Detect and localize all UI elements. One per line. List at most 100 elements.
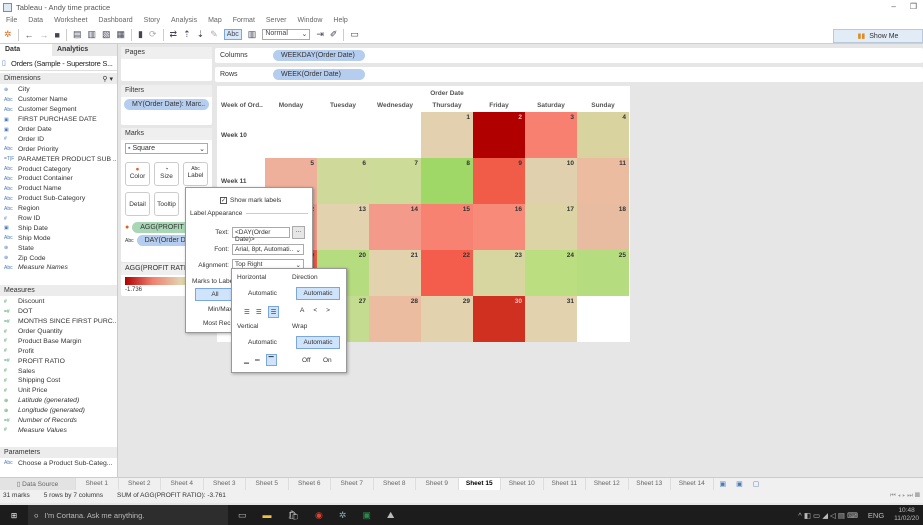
sheet-tab[interactable]: Sheet 5 <box>246 478 289 490</box>
text-field[interactable]: <DAY(Order Date)> <box>232 227 290 243</box>
wrap-on[interactable]: On <box>323 357 332 364</box>
direction-automatic[interactable]: Automatic <box>296 287 340 300</box>
excel-icon[interactable]: ▣ <box>362 509 371 520</box>
menu-story[interactable]: Story <box>143 16 161 24</box>
tray-icons[interactable]: ^ ◧ ▭ ◢ ◁ ▤ ⌨ <box>798 510 858 520</box>
chrome-icon[interactable]: ◉ <box>314 509 323 520</box>
new-datasource-icon[interactable]: ▤ <box>72 29 82 39</box>
sheet-tab[interactable]: Sheet 11 <box>544 478 586 490</box>
fix-axes-icon[interactable]: ▥ <box>247 29 257 39</box>
field-item[interactable]: # Product Base Margin <box>0 336 117 346</box>
field-item[interactable]: # Order ID <box>0 134 117 144</box>
calendar-day-cell[interactable]: 7 <box>369 158 421 204</box>
field-item[interactable]: ⊕ Zip Code <box>0 253 117 263</box>
cortana-search[interactable]: ○ I'm Cortana. Ask me anything. <box>28 505 228 525</box>
align-left-icon[interactable]: ☰ <box>244 309 250 316</box>
tab-nav-icons[interactable]: ⏮ ◂ ▸ ⏭ ▦ <box>889 492 920 499</box>
mark-type-select[interactable]: ▪ Square ⌄ <box>125 143 208 154</box>
field-item[interactable]: # Discount <box>0 297 117 307</box>
rows-pill[interactable]: WEEK(Order Date) <box>273 69 365 80</box>
new-sheet-icon[interactable]: ▥ <box>87 29 97 39</box>
show-me-button[interactable]: ▮▮ Show Me <box>833 29 923 43</box>
align-right-icon[interactable]: ☰ <box>267 306 280 318</box>
tab-analytics[interactable]: Analytics <box>57 46 89 53</box>
menu-window[interactable]: Window <box>297 16 323 24</box>
pages-shelf[interactable]: Pages <box>121 47 212 81</box>
show-labels-button[interactable]: Abc <box>223 29 242 40</box>
sheet-tab[interactable]: Sheet 4 <box>161 478 204 490</box>
calendar-day-cell[interactable]: 11 <box>577 158 629 204</box>
sheet-tab[interactable]: Sheet 1 <box>76 478 119 490</box>
sheet-tab[interactable]: Sheet 6 <box>289 478 331 490</box>
rows-shelf[interactable]: Rows WEEK(Order Date) <box>215 67 923 82</box>
calendar-day-cell[interactable]: 21 <box>369 250 421 296</box>
color-button[interactable]: ● Color <box>125 162 150 186</box>
pause-updates-icon[interactable]: ▮ <box>138 29 143 39</box>
calendar-day-cell[interactable]: 1 <box>421 112 473 158</box>
direction-right-icon[interactable]: > <box>326 307 330 314</box>
tab-data[interactable]: Data <box>0 44 52 56</box>
field-item[interactable]: Abc Ship Mode <box>0 233 117 243</box>
tableau-icon[interactable]: ✲ <box>4 29 12 39</box>
font-select[interactable]: Arial, 8pt, Automati.. ⌄ <box>232 244 304 255</box>
calendar-day-cell[interactable]: 2 <box>473 112 525 158</box>
sheet-tab[interactable]: Sheet 2 <box>119 478 161 490</box>
field-item[interactable]: ⊕ City <box>0 85 117 95</box>
calendar-day-cell[interactable]: 8 <box>421 158 473 204</box>
data-source-tab[interactable]: ▯ Data Source <box>0 478 76 490</box>
menu-data[interactable]: Data <box>28 16 44 24</box>
menu-file[interactable]: File <box>6 16 18 24</box>
swap-icon[interactable]: ⇄ <box>169 29 178 39</box>
direction-up-icon[interactable]: A <box>300 307 305 314</box>
field-item[interactable]: ⊕ Latitude (generated) <box>0 396 117 406</box>
edit-text-button[interactable]: ... <box>292 226 305 239</box>
field-item[interactable]: ⊕ Longitude (generated) <box>0 406 117 416</box>
field-item[interactable]: # Shipping Cost <box>0 376 117 386</box>
language[interactable]: ENG <box>867 510 885 520</box>
clear-sheet-icon[interactable]: ▦ <box>116 29 126 39</box>
calendar-day-cell[interactable]: 10 <box>525 158 577 204</box>
calendar-day-cell[interactable]: 31 <box>525 296 577 342</box>
direction-left-icon[interactable]: < <box>313 307 318 314</box>
day-pill[interactable]: DAY(Order D <box>136 235 197 246</box>
calendar-day-cell[interactable]: 14 <box>369 204 421 250</box>
field-item[interactable]: ▣ FIRST PURCHASE DATE <box>0 115 117 125</box>
align-bottom-icon[interactable]: ▁ <box>244 357 249 364</box>
calendar-day-cell[interactable]: 22 <box>421 250 473 296</box>
calendar-day-cell[interactable]: 24 <box>525 250 577 296</box>
minimize-button[interactable]: – <box>891 2 896 11</box>
calendar-day-cell[interactable]: 3 <box>525 112 577 158</box>
pen-icon[interactable]: ✐ <box>329 29 338 39</box>
field-item[interactable]: Abc Customer Name <box>0 95 117 105</box>
store-icon[interactable]: 🛍 <box>287 509 299 520</box>
calendar-day-cell[interactable]: 25 <box>577 250 629 296</box>
tableau-app-icon[interactable]: ✲ <box>338 509 347 520</box>
calendar-day-cell[interactable]: 9 <box>473 158 525 204</box>
fit-select[interactable]: Normal ⌄ <box>262 29 311 40</box>
field-item[interactable]: ▣ Ship Date <box>0 223 117 233</box>
file-explorer-icon[interactable]: ▬ <box>262 509 272 520</box>
field-item[interactable]: # Profit <box>0 346 117 356</box>
field-item[interactable]: ▣ Order Date <box>0 125 117 135</box>
sheet-tab[interactable]: Sheet 8 <box>374 478 416 490</box>
pin-icon[interactable]: ⇥ <box>316 29 324 39</box>
field-item[interactable]: # Row ID <box>0 214 117 224</box>
align-center-icon[interactable]: ☰ <box>255 309 262 316</box>
datasource-item[interactable]: ▯ Orders (Sample - Superstore S... <box>0 56 117 71</box>
menu-analysis[interactable]: Analysis <box>171 16 198 24</box>
calendar-day-cell[interactable]: 15 <box>421 204 473 250</box>
field-item[interactable]: Abc Region <box>0 204 117 214</box>
field-item[interactable]: =T|F PARAMETER PRODUCT SUB ... <box>0 154 117 164</box>
sheet-tab[interactable]: Sheet 10 <box>501 478 544 490</box>
sheet-tab[interactable]: Sheet 14 <box>671 478 714 490</box>
sheet-tab[interactable]: Sheet 12 <box>586 478 629 490</box>
label-minmax-option[interactable]: Min/Max <box>208 306 233 313</box>
wrap-automatic[interactable]: Automatic <box>296 336 340 349</box>
field-item[interactable]: Abc Product Container <box>0 174 117 184</box>
duplicate-sheet-icon[interactable]: ▧ <box>102 29 111 39</box>
presentation-icon[interactable]: ▭ <box>350 29 359 39</box>
new-dashboard-icon[interactable]: ▣ <box>736 481 743 488</box>
sheet-tab[interactable]: Sheet 7 <box>331 478 374 490</box>
menu-server[interactable]: Server <box>265 16 287 24</box>
show-labels-checkbox[interactable]: ✓ <box>220 197 227 204</box>
